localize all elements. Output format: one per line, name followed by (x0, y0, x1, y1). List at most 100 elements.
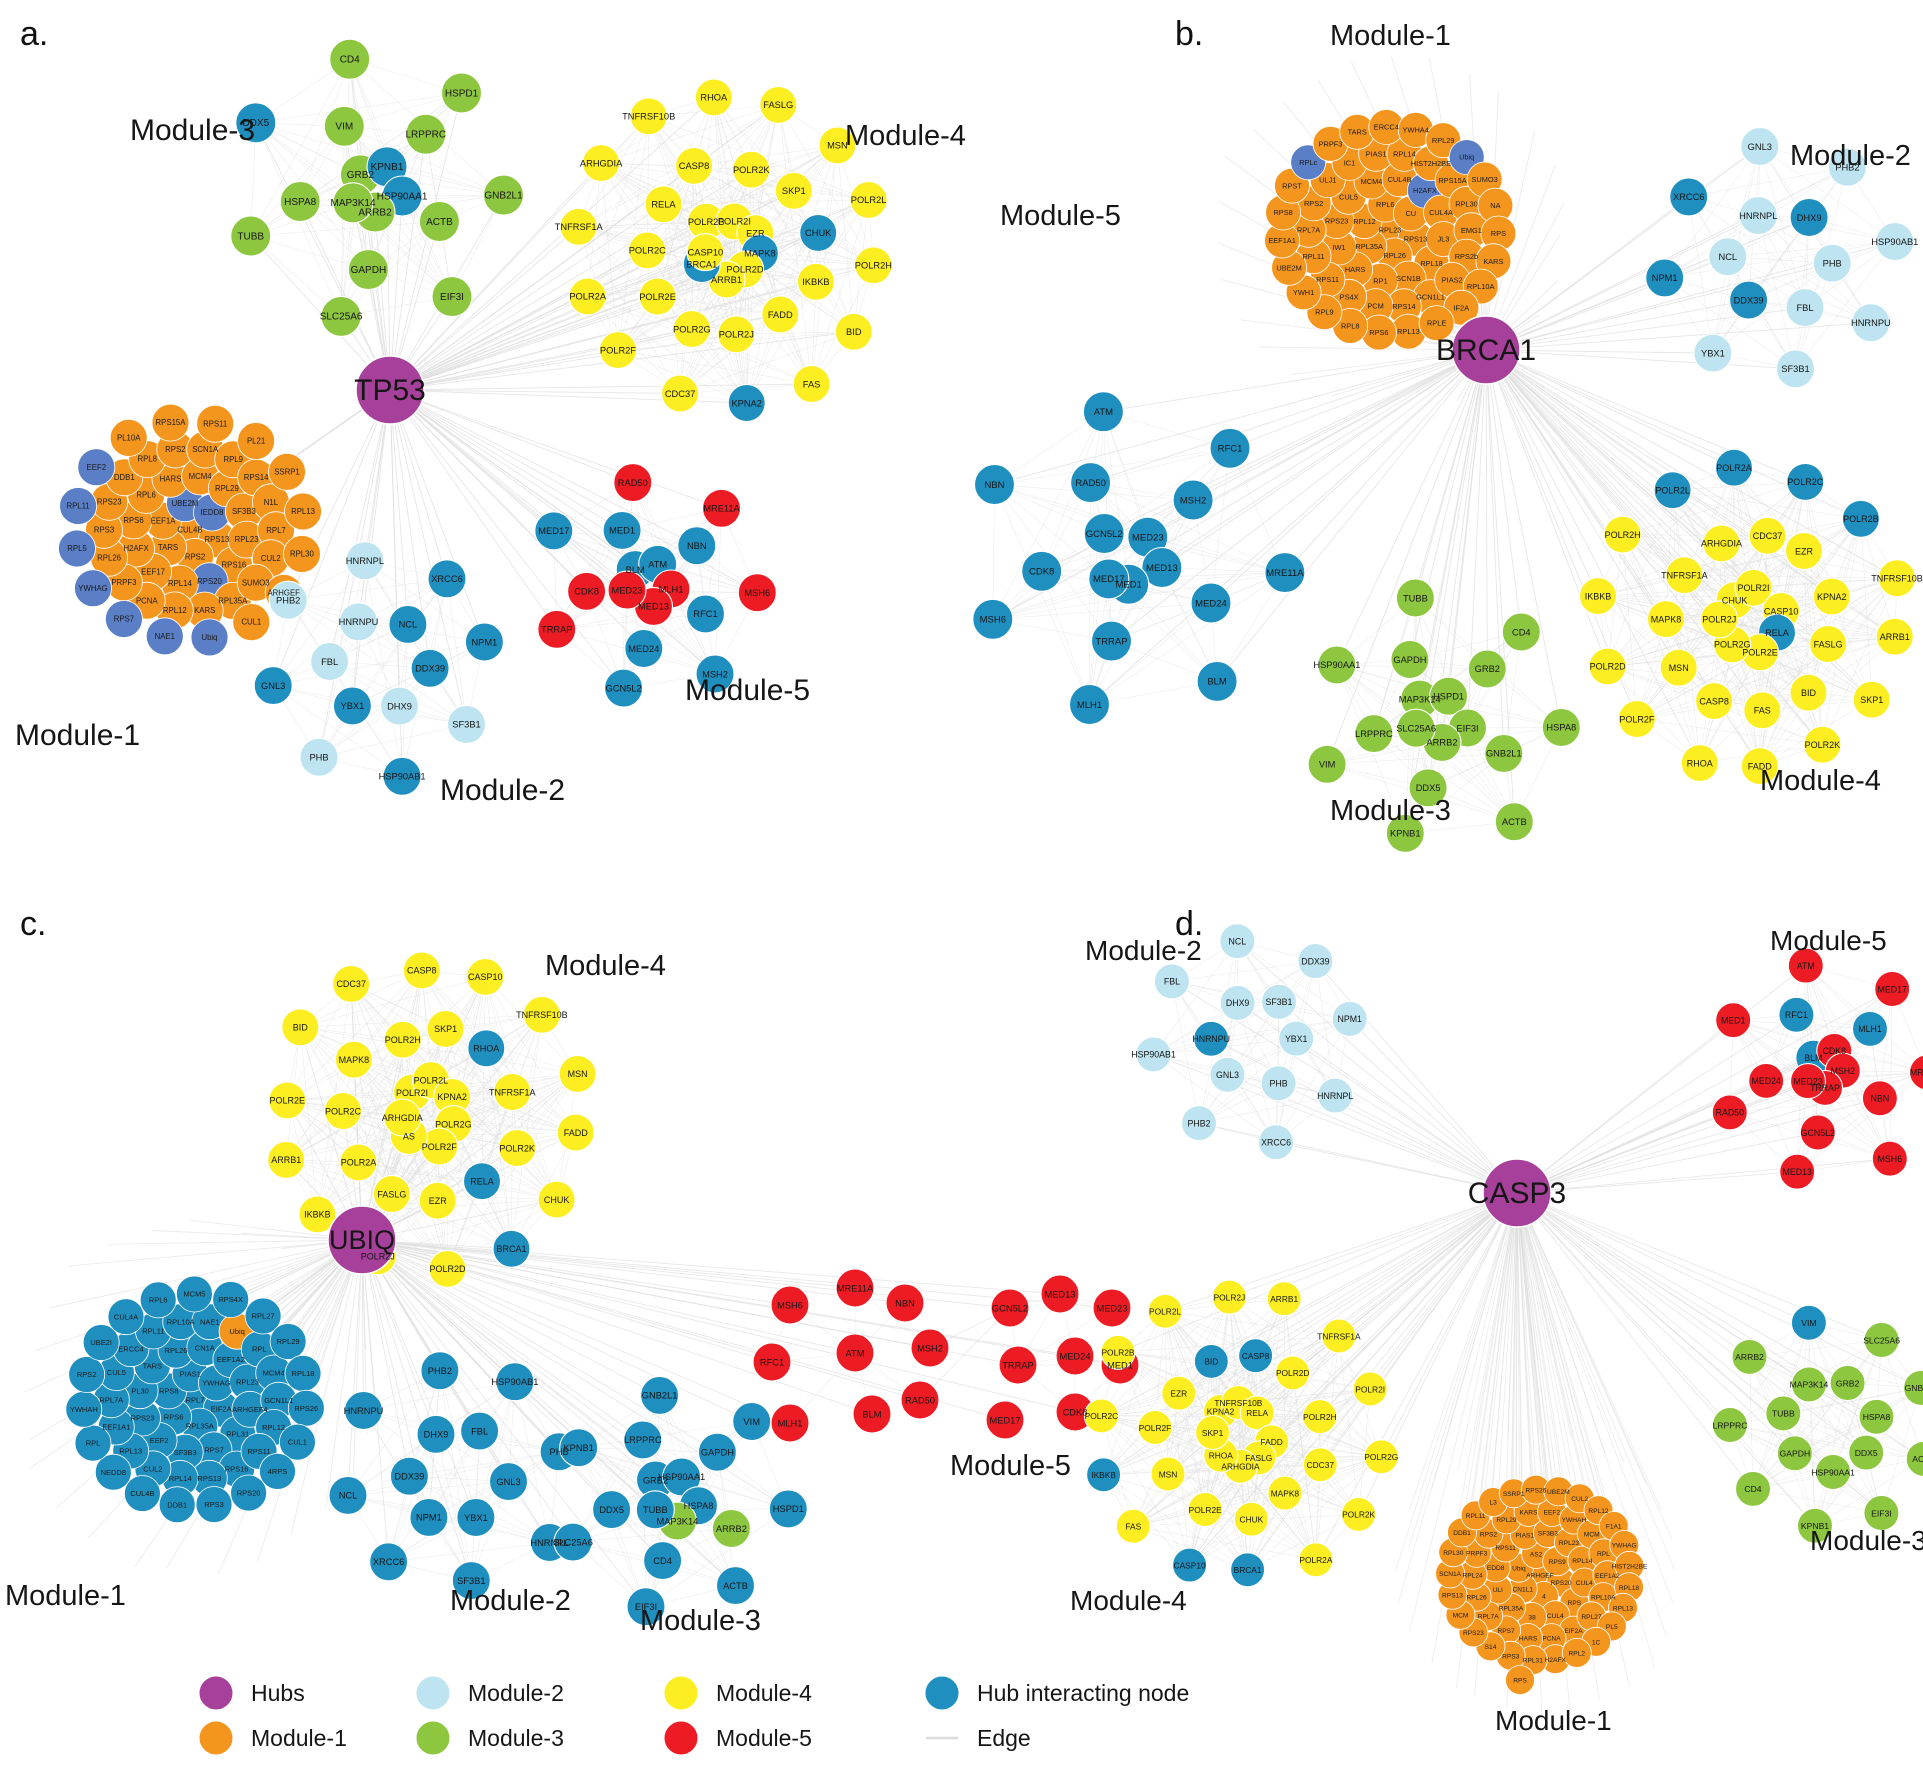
svg-text:Module-2: Module-2 (450, 1585, 571, 1617)
svg-text:HSPA8: HSPA8 (284, 197, 316, 208)
svg-text:MAP3K14: MAP3K14 (1790, 1380, 1829, 1390)
svg-text:SCN1B: SCN1B (1396, 274, 1421, 283)
svg-text:MED1: MED1 (609, 526, 635, 536)
svg-text:GNL3: GNL3 (1748, 142, 1772, 152)
svg-text:AS2: AS2 (1530, 1552, 1543, 1559)
svg-text:Module-4: Module-4 (545, 950, 666, 982)
svg-text:POLR2H: POLR2H (1605, 530, 1641, 540)
svg-text:ARRB2: ARRB2 (1735, 1352, 1764, 1362)
svg-text:MED13: MED13 (1044, 1289, 1075, 1299)
svg-text:MED23: MED23 (1096, 1303, 1127, 1313)
svg-text:CHUK: CHUK (1240, 1515, 1264, 1525)
svg-text:POLR2C: POLR2C (629, 246, 666, 256)
svg-text:RFC1: RFC1 (760, 1357, 784, 1367)
svg-text:FBL: FBL (1164, 977, 1180, 987)
svg-text:POLR2D: POLR2D (429, 1264, 466, 1274)
svg-text:NEDD8: NEDD8 (101, 1468, 126, 1477)
svg-text:VIM: VIM (335, 122, 353, 133)
svg-text:SF3B3: SF3B3 (232, 507, 256, 516)
svg-text:BLM: BLM (626, 565, 645, 575)
svg-text:UBE2M: UBE2M (1547, 1489, 1570, 1496)
svg-text:MSH2: MSH2 (917, 1343, 943, 1353)
svg-text:TUBB: TUBB (1403, 593, 1428, 603)
svg-text:NBN: NBN (687, 541, 707, 551)
svg-text:RHOA: RHOA (700, 93, 728, 103)
svg-text:NCL: NCL (339, 1491, 358, 1501)
svg-text:Module-1: Module-1 (5, 1580, 126, 1612)
svg-text:ATM: ATM (648, 560, 667, 570)
svg-text:FAS: FAS (1125, 1522, 1141, 1532)
svg-text:SF3B3: SF3B3 (1538, 1531, 1558, 1538)
svg-text:RPS11: RPS11 (247, 1447, 270, 1456)
svg-text:KPNB1: KPNB1 (563, 1443, 594, 1453)
svg-text:EZR: EZR (1170, 1389, 1187, 1399)
svg-text:POLR2F: POLR2F (1619, 714, 1655, 724)
svg-text:MAP3K14: MAP3K14 (656, 1516, 698, 1526)
svg-text:RELA: RELA (470, 1177, 494, 1187)
svg-text:IKBKB: IKBKB (802, 277, 829, 287)
svg-text:HNRNPL: HNRNPL (1739, 211, 1777, 221)
svg-text:DDX39: DDX39 (1734, 295, 1764, 305)
svg-text:ARHGEF4: ARHGEF4 (232, 1405, 267, 1414)
svg-text:POLR2G: POLR2G (673, 324, 711, 334)
svg-text:RPL35A: RPL35A (218, 597, 248, 606)
svg-text:MSH6: MSH6 (980, 615, 1006, 626)
svg-text:RPL10A: RPL10A (167, 1317, 195, 1326)
svg-text:RPS: RPS (1568, 1600, 1582, 1607)
svg-text:RPS2: RPS2 (77, 1370, 97, 1379)
svg-text:GCN5L2: GCN5L2 (1801, 1128, 1835, 1138)
svg-text:FADD: FADD (768, 310, 793, 320)
svg-text:EEF2: EEF2 (1544, 1510, 1561, 1517)
svg-text:RAD50: RAD50 (1075, 478, 1106, 489)
svg-text:RPL10A: RPL10A (1467, 282, 1495, 291)
svg-text:RPS20: RPS20 (197, 577, 222, 586)
svg-text:GCN1L1: GCN1L1 (264, 1396, 293, 1405)
svg-text:RPLc: RPLc (1299, 158, 1317, 167)
svg-text:RPL30: RPL30 (290, 550, 315, 559)
svg-text:ARRB1: ARRB1 (271, 1155, 301, 1165)
svg-text:RPL13: RPL13 (291, 507, 315, 516)
svg-text:RPL6: RPL6 (1376, 200, 1395, 209)
svg-text:HSPD1: HSPD1 (445, 88, 479, 99)
svg-text:BID: BID (293, 1023, 309, 1033)
svg-text:RFC1: RFC1 (1218, 444, 1243, 455)
svg-text:BLM: BLM (1804, 1053, 1822, 1063)
svg-text:RPS7: RPS7 (114, 615, 134, 624)
svg-text:RPL35A: RPL35A (186, 1422, 214, 1431)
svg-text:TUBB: TUBB (237, 231, 264, 242)
svg-text:BLM: BLM (862, 1409, 881, 1419)
svg-text:GNL3: GNL3 (496, 1477, 520, 1487)
svg-text:GRB2: GRB2 (1475, 664, 1500, 674)
svg-text:GCN5L2: GCN5L2 (992, 1303, 1028, 1313)
svg-text:POLR2H: POLR2H (385, 1035, 421, 1045)
svg-text:CD4: CD4 (1512, 627, 1531, 637)
svg-text:EIF3I: EIF3I (1456, 723, 1478, 733)
svg-text:IW1: IW1 (1332, 243, 1345, 252)
svg-text:MSH6: MSH6 (744, 588, 770, 598)
svg-text:RPL7A: RPL7A (99, 1395, 123, 1404)
svg-text:RPL31: RPL31 (1523, 1658, 1543, 1665)
svg-text:XRCC6: XRCC6 (431, 574, 463, 584)
svg-text:BID: BID (1801, 688, 1817, 698)
svg-text:CDK8: CDK8 (1823, 1046, 1847, 1056)
svg-text:POLR2E: POLR2E (270, 1096, 306, 1106)
svg-text:RPS23: RPS23 (1463, 1630, 1484, 1637)
svg-text:EEF1A2: EEF1A2 (217, 1355, 245, 1364)
svg-text:RPL6: RPL6 (136, 491, 156, 500)
svg-text:CHUK: CHUK (544, 1195, 570, 1205)
svg-text:RPS16: RPS16 (222, 561, 247, 570)
svg-text:MCM4: MCM4 (1361, 177, 1383, 186)
svg-text:RPS11: RPS11 (1495, 1545, 1516, 1552)
svg-text:ATM: ATM (1797, 961, 1815, 971)
svg-text:EZR: EZR (1795, 546, 1814, 556)
svg-text:TNFRSF10B: TNFRSF10B (622, 112, 675, 122)
svg-text:RPS23: RPS23 (97, 497, 122, 506)
svg-text:CUL2: CUL2 (1571, 1496, 1588, 1503)
svg-text:UBE2M: UBE2M (1276, 263, 1301, 272)
svg-text:CDC37: CDC37 (336, 979, 366, 989)
svg-text:GCN1L1: GCN1L1 (1416, 293, 1445, 302)
svg-text:Module-5: Module-5 (1770, 925, 1887, 956)
svg-text:MED24: MED24 (1059, 1351, 1090, 1361)
svg-text:VIM: VIM (1319, 760, 1336, 770)
svg-text:MED23: MED23 (1793, 1076, 1822, 1086)
